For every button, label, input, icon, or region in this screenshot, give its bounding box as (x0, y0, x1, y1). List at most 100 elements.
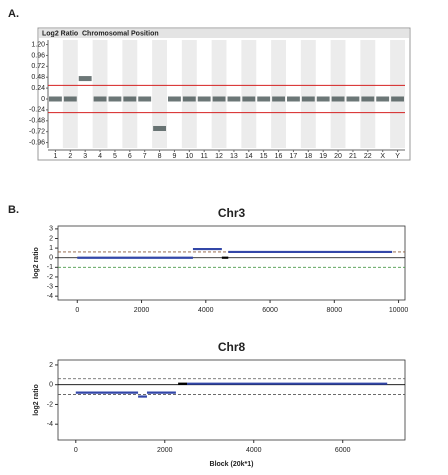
chromosome-level (197, 96, 211, 102)
y-tick-label: -4 (47, 293, 53, 300)
chromosome-level (376, 96, 390, 102)
chromosome-band (122, 40, 138, 148)
x-tick-label: 4 (98, 153, 102, 160)
chromosome-band (211, 40, 227, 148)
y-tick-label: -0.48 (29, 118, 45, 125)
x-tick-label: 5 (113, 153, 117, 160)
x-tick-label: 15 (260, 153, 268, 160)
chromosome-band (360, 40, 376, 148)
y-tick-label: 2 (49, 235, 53, 242)
x-tick-label: 14 (245, 153, 253, 160)
chromosome-band (152, 40, 167, 148)
y-axis-label: Log2 Ratio (42, 30, 78, 37)
chromosome-level (212, 96, 226, 102)
plot-frame (57, 359, 406, 441)
chromosome-level (227, 96, 241, 102)
chromosome-band (92, 40, 108, 148)
chromosome-band (62, 40, 78, 148)
chromosome-band (300, 40, 316, 148)
panel-label: B. (8, 204, 19, 216)
x-tick-label: X (380, 153, 385, 160)
x-tick-label: 6000 (262, 307, 278, 314)
x-tick-label: 0 (74, 447, 78, 454)
chromosome-level (257, 96, 271, 102)
chromosome-level (49, 96, 62, 102)
chromosome-band (271, 40, 286, 148)
x-tick-label: 18 (304, 153, 312, 160)
chromosome-level (182, 96, 196, 102)
chart-title: Chr3 (218, 206, 246, 220)
y-tick-label: -0.72 (29, 129, 45, 136)
x-tick-label: 4000 (198, 307, 214, 314)
y-tick-label: 0.48 (31, 74, 45, 81)
y-tick-label: -2 (47, 274, 53, 281)
y-tick-label: -4 (47, 421, 53, 428)
x-tick-label: 20 (334, 153, 342, 160)
y-tick-label: 3 (49, 226, 53, 233)
chromosome-level (361, 96, 375, 102)
x-tick-label: 21 (349, 153, 357, 160)
chromosome-level (316, 96, 330, 102)
chromosome-level (138, 96, 152, 102)
x-tick-label: Y (395, 153, 400, 160)
x-tick-label: 19 (319, 153, 327, 160)
x-tick-label: 12 (215, 153, 223, 160)
chromosome-level (78, 76, 92, 82)
y-tick-label: 0 (49, 255, 53, 262)
x-tick-label: 7 (143, 153, 147, 160)
chromosome-level (346, 96, 360, 102)
x-tick-label: 2000 (134, 307, 150, 314)
chromosome-band (390, 40, 405, 148)
chromosome-level (272, 96, 285, 102)
chromosome-level (391, 96, 404, 102)
chromosome-level (168, 96, 181, 102)
y-tick-label: -2 (47, 401, 53, 408)
y-tick-label: 1 (49, 245, 53, 252)
chromosome-level (63, 96, 77, 102)
x-tick-label: 3 (83, 153, 87, 160)
x-tick-label: 16 (275, 153, 283, 160)
x-tick-label: 6 (128, 153, 132, 160)
plot-frame (57, 225, 406, 301)
y-tick-label: 0 (41, 96, 45, 103)
x-tick-label: 8 (158, 153, 162, 160)
y-axis-label: log2 ratio (33, 247, 40, 279)
x-tick-label: 2 (68, 153, 72, 160)
x-tick-label: 6000 (335, 447, 351, 454)
x-tick-label: 9 (172, 153, 176, 160)
x-tick-label: 13 (230, 153, 238, 160)
y-tick-label: -0.24 (29, 107, 45, 114)
x-tick-label: 11 (201, 153, 208, 160)
x-tick-label: 1 (53, 153, 57, 160)
chromosome-level (287, 96, 300, 102)
panel-a-header (39, 29, 409, 38)
x-tick-label: 2000 (157, 447, 173, 454)
chromosome-level (108, 96, 122, 102)
chromosome-level (301, 96, 315, 102)
y-tick-label: 0.96 (31, 52, 45, 59)
chromosome-level (242, 96, 256, 102)
x-tick-label: 10000 (389, 307, 409, 314)
panel-label: A. (8, 8, 19, 20)
x-tick-label: 10 (185, 153, 193, 160)
y-tick-label: -1 (47, 264, 53, 271)
x-tick-label: 4000 (246, 447, 262, 454)
x-tick-label: 0 (75, 307, 79, 314)
y-tick-label: -3 (47, 283, 53, 290)
y-tick-label: -0.96 (29, 139, 45, 146)
y-tick-label: 2 (49, 362, 53, 369)
x-axis-label: Chromosomal Position (82, 30, 159, 37)
x-tick-label: 17 (290, 153, 298, 160)
x-tick-label: 22 (364, 153, 372, 160)
chromosome-level (93, 96, 107, 102)
chromosome-band (241, 40, 257, 148)
chromosome-band (181, 40, 197, 148)
y-tick-label: 0.72 (31, 63, 45, 70)
chart-title: Chr8 (218, 340, 246, 354)
y-tick-label: 0 (49, 382, 53, 389)
y-tick-label: 1.20 (31, 41, 45, 48)
x-axis-label: Block (20k*1) (210, 461, 254, 468)
chromosome-band (330, 40, 346, 148)
y-axis-label: log2 ratio (33, 384, 40, 416)
